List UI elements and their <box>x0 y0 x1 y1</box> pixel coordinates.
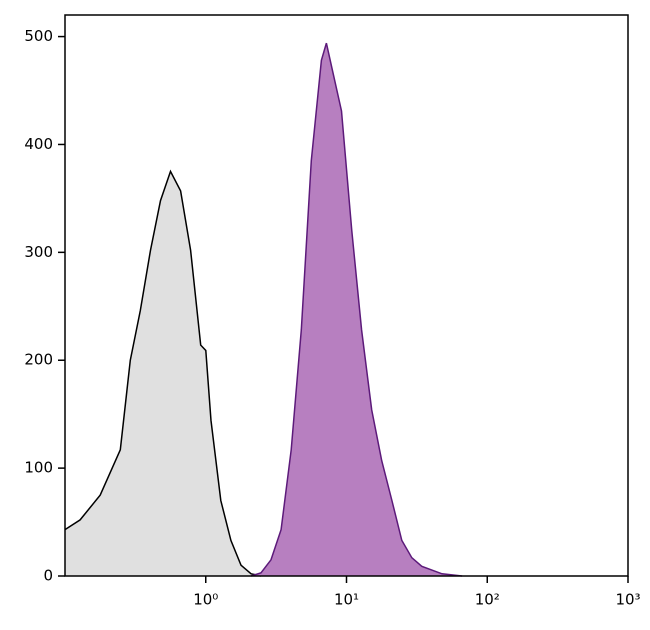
series-line <box>64 169 262 577</box>
y-tick-label: 100 <box>24 459 53 477</box>
x-tick-label: 10⁰ <box>193 591 218 609</box>
x-tick-label: 10² <box>475 591 500 609</box>
area-fill <box>65 171 261 576</box>
y-tick-label: 400 <box>24 135 53 153</box>
y-tick-label: 0 <box>43 567 53 585</box>
area-fill <box>251 43 463 577</box>
y-tick-label: 200 <box>24 351 53 369</box>
plot-frame <box>64 14 629 577</box>
series-line <box>250 42 463 577</box>
y-tick-label: 300 <box>24 243 53 261</box>
y-tick-label: 500 <box>24 27 53 45</box>
x-tick-label: 10³ <box>615 591 640 609</box>
x-tick-label: 10¹ <box>334 591 359 609</box>
